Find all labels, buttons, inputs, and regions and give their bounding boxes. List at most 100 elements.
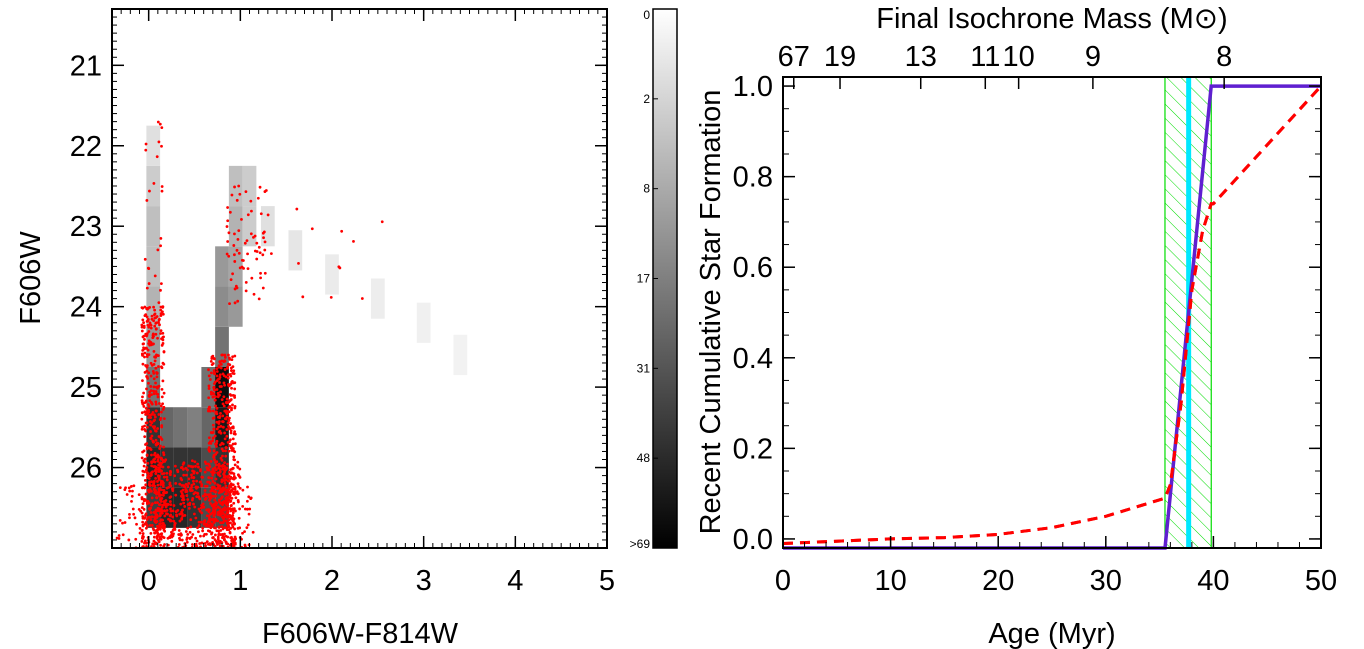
star-point xyxy=(227,525,231,528)
star-point xyxy=(168,536,172,540)
star-point xyxy=(237,516,241,520)
star-point xyxy=(227,474,231,478)
star-point xyxy=(157,463,160,467)
star-point xyxy=(168,472,172,476)
star-point xyxy=(187,507,191,510)
star-point xyxy=(144,399,148,403)
star-point xyxy=(140,323,144,327)
star-point xyxy=(211,517,214,521)
star-point xyxy=(161,524,165,528)
star-point xyxy=(168,500,172,503)
star-point xyxy=(200,483,204,486)
star-point xyxy=(173,522,177,525)
star-point xyxy=(148,399,152,403)
star-point xyxy=(233,381,237,385)
star-point xyxy=(186,532,190,536)
star-point xyxy=(161,408,165,411)
star-point xyxy=(229,504,233,508)
star-point xyxy=(190,473,193,477)
star-point xyxy=(201,529,205,533)
star-point xyxy=(162,472,166,475)
star-point xyxy=(212,455,215,459)
star-point xyxy=(219,443,222,447)
star-point xyxy=(143,435,147,439)
star-point xyxy=(227,449,231,453)
star-point xyxy=(218,381,221,384)
star-point xyxy=(184,488,188,491)
star-point xyxy=(186,526,190,530)
star-point xyxy=(152,362,156,366)
star-point xyxy=(223,469,227,473)
star-point xyxy=(247,495,251,499)
star-point xyxy=(159,519,162,522)
star-point xyxy=(180,517,184,521)
star-point xyxy=(257,297,261,301)
star-point xyxy=(144,313,148,317)
star-point xyxy=(161,522,164,525)
star-point xyxy=(149,361,153,365)
star-point xyxy=(186,484,190,488)
star-point xyxy=(207,387,211,390)
star-point xyxy=(209,390,213,394)
star-point xyxy=(220,447,224,451)
star-point xyxy=(204,544,207,548)
hess-cell xyxy=(453,334,468,376)
star-point xyxy=(263,271,267,275)
star-point xyxy=(200,475,204,479)
star-point xyxy=(262,230,266,234)
star-point xyxy=(148,480,151,484)
star-point xyxy=(143,337,146,341)
star-point xyxy=(159,314,163,317)
star-point xyxy=(255,250,259,253)
star-point xyxy=(204,524,208,528)
star-point xyxy=(380,220,384,224)
star-point xyxy=(156,480,159,483)
star-point xyxy=(154,443,158,447)
star-point xyxy=(140,506,144,510)
star-point xyxy=(143,351,147,355)
star-point xyxy=(237,229,241,233)
star-point xyxy=(144,346,148,350)
star-point xyxy=(140,528,144,532)
star-point xyxy=(145,199,149,202)
star-point xyxy=(217,420,221,423)
sfh-top-tick-label: 13 xyxy=(905,41,937,73)
star-point xyxy=(163,514,167,518)
star-point xyxy=(246,213,250,217)
star-point xyxy=(150,453,153,457)
star-point xyxy=(214,526,217,530)
star-point xyxy=(140,417,144,421)
star-point xyxy=(227,410,231,414)
hess-cell xyxy=(215,286,229,327)
star-point xyxy=(142,325,146,329)
star-point xyxy=(160,395,164,399)
star-point xyxy=(167,517,170,521)
star-point xyxy=(173,464,177,468)
star-point xyxy=(221,515,225,519)
star-point xyxy=(245,526,249,530)
star-point xyxy=(218,373,222,377)
sfh-top-axis-title: Final Isochrone Mass (M⊙) xyxy=(876,3,1227,35)
star-point xyxy=(256,196,260,200)
star-point xyxy=(190,486,193,489)
star-point xyxy=(199,480,202,484)
star-point xyxy=(152,385,156,389)
star-point xyxy=(252,292,256,296)
star-point xyxy=(159,332,162,335)
star-point xyxy=(207,436,211,440)
star-point xyxy=(154,402,158,406)
star-point xyxy=(208,492,212,496)
star-point xyxy=(153,488,157,492)
star-point xyxy=(141,402,145,406)
star-point xyxy=(226,421,230,425)
star-point xyxy=(140,496,144,499)
star-point xyxy=(154,529,158,532)
star-point xyxy=(143,428,146,431)
star-point xyxy=(224,449,227,453)
star-point xyxy=(233,387,237,391)
star-point xyxy=(154,409,158,413)
star-point xyxy=(128,513,131,516)
star-point xyxy=(197,524,201,527)
star-point xyxy=(219,390,222,394)
star-point xyxy=(128,489,132,493)
